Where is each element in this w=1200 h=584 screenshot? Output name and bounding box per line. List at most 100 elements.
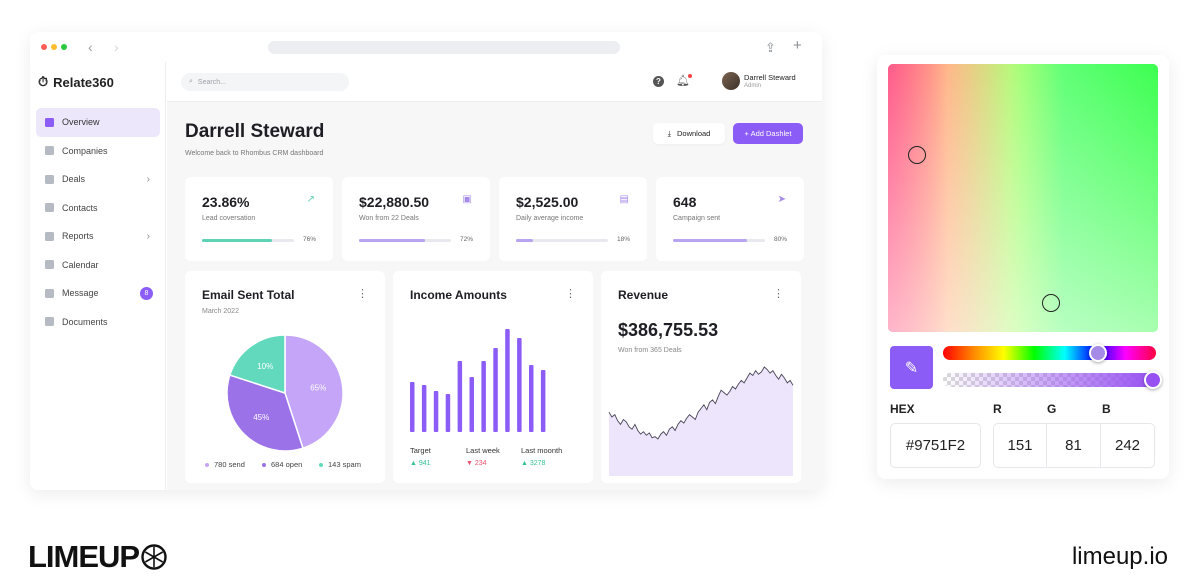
income-amounts-card: Income Amounts ⋮ Target ▲ 941 Last week ▼ 2… [393, 271, 593, 483]
income-bar[interactable] [433, 391, 439, 432]
download-button[interactable]: ⤓ Download [653, 123, 725, 144]
income-label: Last week [466, 446, 500, 455]
stat-value: $22,880.50 [359, 194, 430, 210]
progress-percent: 18% [616, 236, 630, 243]
income-bar[interactable] [445, 394, 451, 432]
sidebar-item-label: Companies [62, 145, 108, 156]
sidebar-item-deals[interactable]: Deals › [36, 165, 160, 194]
page-title: Darrell Steward [185, 121, 325, 142]
hex-input[interactable]: #9751F2 [890, 423, 981, 468]
g-input[interactable]: 81 [1046, 423, 1101, 468]
search-input[interactable]: ⌕ Search... [181, 73, 349, 91]
pie-slice[interactable] [226, 374, 304, 452]
reports-icon [44, 231, 54, 241]
progress-fill [673, 239, 747, 242]
sidebar-item-overview[interactable]: Overview [36, 108, 160, 137]
legend-text: 684 open [271, 460, 303, 469]
trend-up-icon: ↗ [306, 194, 315, 205]
hue-slider[interactable] [943, 344, 1156, 362]
search-placeholder: Search... [197, 78, 226, 86]
url-bar[interactable] [268, 41, 620, 54]
income-label: Target [410, 446, 431, 455]
revenue-value: $386,755.53 [618, 320, 719, 340]
area-chart [608, 366, 794, 476]
stat-value: 648 [673, 194, 697, 210]
help-icon[interactable]: ? [653, 76, 664, 87]
sidebar-item-reports[interactable]: Reports › [36, 222, 160, 251]
download-icon: ⤓ [667, 128, 671, 138]
income-bar[interactable] [517, 338, 522, 432]
sidebar-item-documents[interactable]: Documents [36, 308, 160, 337]
sidebar-item-message[interactable]: Message 8 [36, 279, 160, 308]
more-icon[interactable]: ⋮ [357, 288, 368, 300]
income-bar[interactable] [410, 382, 415, 432]
sidebar: ⏱ Relate360 Overview Companies Deals › Conta… [30, 62, 166, 490]
revenue-line [608, 366, 794, 440]
saturation-handle[interactable] [908, 146, 926, 164]
income-label: Last moonth [521, 446, 563, 455]
legend-dot [262, 463, 266, 468]
income-bar[interactable] [505, 329, 510, 432]
alpha-slider[interactable] [943, 371, 1162, 389]
sidebar-item-calendar[interactable]: Calendar [36, 251, 160, 280]
income-bar[interactable] [540, 370, 546, 432]
pie-chart: 65% 45% 10% [226, 334, 344, 452]
sidebar-item-label: Calendar [62, 259, 99, 270]
r-input[interactable]: 151 [993, 423, 1047, 468]
stat-label: Won from 22 Deals [359, 215, 419, 222]
alpha-knob[interactable] [1144, 371, 1162, 389]
chevron-right-icon: › [146, 173, 150, 185]
page-subtitle: Welcome back to Rhombus CRM dashboard [185, 150, 324, 157]
more-icon[interactable]: ⋮ [565, 288, 576, 300]
income-bar[interactable] [529, 365, 534, 432]
pie-slice[interactable] [228, 334, 286, 395]
minimize-dot[interactable] [51, 44, 57, 50]
progress-fill [516, 239, 533, 242]
revenue-area [609, 367, 793, 476]
user-name[interactable]: Darrell Steward [744, 73, 796, 82]
avatar[interactable] [722, 72, 740, 90]
saturation-handle-secondary[interactable] [1042, 294, 1060, 312]
income-bar[interactable] [493, 348, 498, 432]
income-bar[interactable] [469, 377, 475, 432]
stat-label: Lead coversation [202, 215, 256, 222]
brand-wordmark: LIMEUP [28, 539, 140, 574]
browser-chrome: ‹ › ⇪ + [30, 32, 822, 62]
progress-percent: 76% [302, 236, 316, 243]
share-icon[interactable]: ⇪ [765, 40, 776, 55]
hex-label: HEX [890, 402, 915, 416]
income-bar[interactable] [421, 385, 427, 432]
saturation-panel[interactable] [888, 64, 1158, 332]
notification-dot [687, 74, 692, 78]
new-tab-icon[interactable]: + [793, 37, 802, 54]
pie-slice[interactable] [284, 334, 344, 450]
add-dashlet-button[interactable]: + Add Dashlet [733, 123, 803, 144]
sidebar-item-companies[interactable]: Companies [36, 137, 160, 166]
sidebar-item-label: Reports [62, 231, 94, 242]
income-bar[interactable] [481, 361, 486, 432]
b-input[interactable]: 242 [1100, 423, 1155, 468]
income-bar[interactable] [457, 361, 463, 432]
deals-icon [44, 174, 54, 184]
close-dot[interactable] [41, 44, 47, 50]
maximize-dot[interactable] [61, 44, 67, 50]
legend-item: 684 open [262, 460, 302, 469]
legend-text: 143 spam [328, 460, 361, 469]
b-label: B [1102, 402, 1111, 416]
hue-knob[interactable] [1089, 344, 1108, 362]
legend-item: 780 send [205, 460, 245, 469]
r-label: R [993, 402, 1002, 416]
brand-url: limeup.io [1071, 543, 1168, 570]
bell-icon[interactable]: 🔔︎ [676, 74, 692, 87]
app-logo[interactable]: ⏱ Relate360 [38, 74, 114, 90]
sidebar-item-contacts[interactable]: Contacts [36, 194, 160, 223]
sidebar-item-label: Overview [62, 117, 100, 128]
legend-dot [205, 463, 209, 468]
search-icon: ⌕ [189, 78, 193, 85]
back-icon[interactable]: ‹ [88, 39, 93, 55]
forward-icon[interactable]: › [114, 39, 119, 55]
more-icon[interactable]: ⋮ [773, 288, 784, 300]
legend-text: 780 send [214, 460, 245, 469]
eyedropper-button[interactable]: ✎ [890, 346, 933, 389]
main-content: ⌕ Search... ? 🔔︎ Darrell Steward Admin D… [167, 62, 822, 490]
